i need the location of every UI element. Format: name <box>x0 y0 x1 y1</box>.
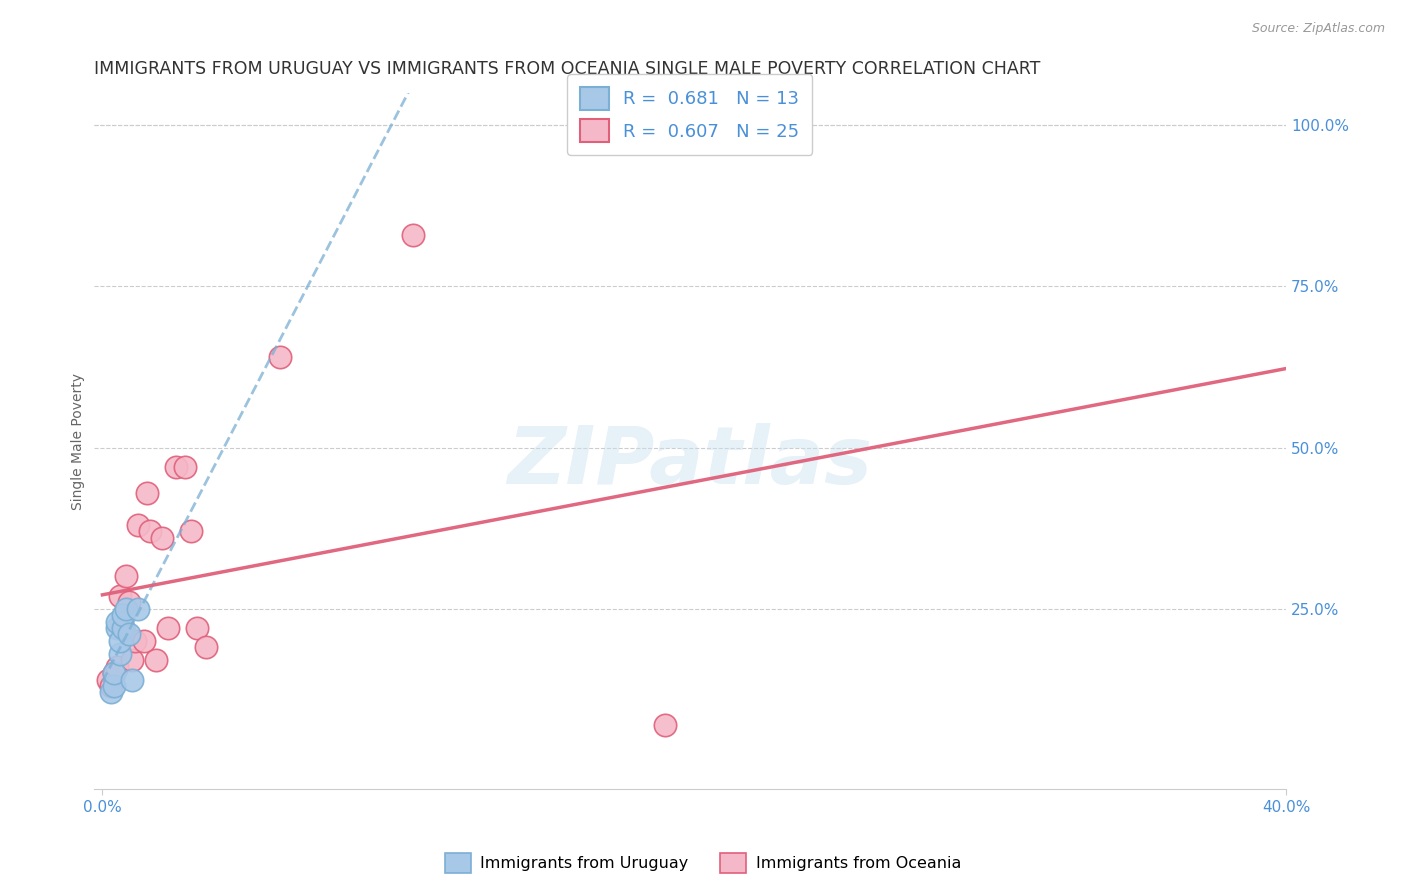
Point <box>105 659 128 673</box>
Text: Source: ZipAtlas.com: Source: ZipAtlas.com <box>1251 22 1385 36</box>
Point <box>127 601 149 615</box>
Point <box>124 633 146 648</box>
Point <box>195 640 218 655</box>
Point <box>269 351 291 365</box>
Point <box>108 633 131 648</box>
Point <box>402 227 425 242</box>
Point <box>121 673 143 687</box>
Point <box>112 621 135 635</box>
Point <box>112 621 135 635</box>
Point <box>105 615 128 629</box>
Point <box>103 679 125 693</box>
Point <box>121 653 143 667</box>
Point <box>108 647 131 661</box>
Point <box>139 524 162 539</box>
Point <box>118 627 141 641</box>
Text: ZIPatlas: ZIPatlas <box>508 423 872 501</box>
Point <box>165 459 187 474</box>
Legend: R =  0.681   N = 13, R =  0.607   N = 25: R = 0.681 N = 13, R = 0.607 N = 25 <box>568 74 813 155</box>
Point <box>127 517 149 532</box>
Point <box>103 666 125 681</box>
Legend: Immigrants from Uruguay, Immigrants from Oceania: Immigrants from Uruguay, Immigrants from… <box>439 847 967 880</box>
Point <box>100 679 122 693</box>
Point <box>150 531 173 545</box>
Point <box>108 589 131 603</box>
Point <box>654 717 676 731</box>
Point <box>118 595 141 609</box>
Point <box>100 685 122 699</box>
Point <box>132 633 155 648</box>
Y-axis label: Single Male Poverty: Single Male Poverty <box>72 373 86 509</box>
Point <box>180 524 202 539</box>
Text: IMMIGRANTS FROM URUGUAY VS IMMIGRANTS FROM OCEANIA SINGLE MALE POVERTY CORRELATI: IMMIGRANTS FROM URUGUAY VS IMMIGRANTS FR… <box>94 60 1040 78</box>
Point <box>115 569 138 583</box>
Point <box>112 608 135 623</box>
Point <box>115 601 138 615</box>
Point <box>105 621 128 635</box>
Point <box>135 485 157 500</box>
Point <box>97 673 120 687</box>
Point <box>186 621 208 635</box>
Point <box>156 621 179 635</box>
Point <box>103 666 125 681</box>
Point <box>145 653 167 667</box>
Point <box>174 459 197 474</box>
